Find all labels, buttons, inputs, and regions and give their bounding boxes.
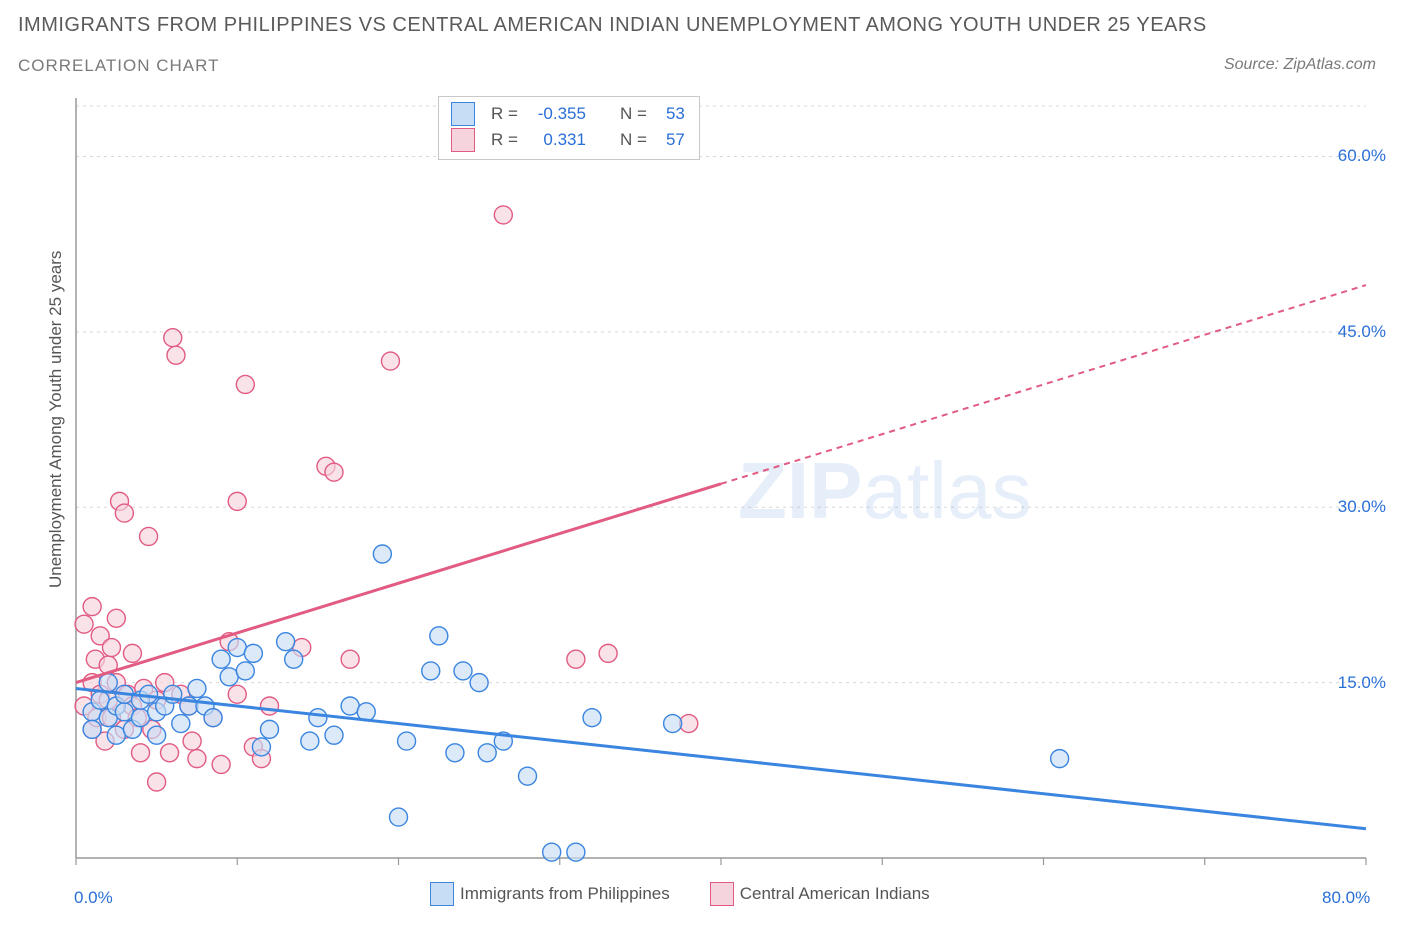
x-tick-label: 0.0% bbox=[74, 888, 113, 908]
series-swatch bbox=[430, 882, 454, 906]
r-label: R = bbox=[491, 104, 518, 124]
source-prefix: Source: bbox=[1224, 56, 1284, 73]
chart-area: Unemployment Among Youth under 25 years … bbox=[18, 88, 1388, 923]
n-value: 57 bbox=[657, 130, 685, 150]
chart-subtitle: CORRELATION CHART bbox=[18, 56, 220, 76]
n-label: N = bbox=[620, 130, 647, 150]
source-citation: Source: ZipAtlas.com bbox=[1224, 56, 1376, 74]
scatter-plot: ZIPatlas bbox=[18, 88, 1388, 923]
n-value: 53 bbox=[657, 104, 685, 124]
series-legend: Immigrants from Philippines Central Ameri… bbox=[430, 882, 930, 906]
chart-title: IMMIGRANTS FROM PHILIPPINES VS CENTRAL A… bbox=[18, 14, 1207, 37]
y-tick-label: 45.0% bbox=[1316, 322, 1386, 342]
n-label: N = bbox=[620, 104, 647, 124]
legend-label: Immigrants from Philippines bbox=[460, 884, 670, 903]
legend-label: Central American Indians bbox=[740, 884, 930, 903]
source-name: ZipAtlas.com bbox=[1284, 56, 1376, 73]
r-value: 0.331 bbox=[528, 130, 586, 150]
r-value: -0.355 bbox=[528, 104, 586, 124]
y-axis-label: Unemployment Among Youth under 25 years bbox=[46, 251, 66, 588]
y-tick-label: 15.0% bbox=[1316, 673, 1386, 693]
svg-text:ZIPatlas: ZIPatlas bbox=[738, 446, 1031, 535]
legend-item: Immigrants from Philippines bbox=[430, 882, 670, 906]
series-swatch bbox=[451, 102, 475, 126]
y-tick-label: 60.0% bbox=[1316, 146, 1386, 166]
series-swatch bbox=[710, 882, 734, 906]
series-swatch bbox=[451, 128, 475, 152]
stats-row: R = 0.331 N = 57 bbox=[451, 127, 685, 153]
r-label: R = bbox=[491, 130, 518, 150]
legend-item: Central American Indians bbox=[710, 882, 930, 906]
x-tick-label: 80.0% bbox=[1322, 888, 1370, 908]
stats-legend: R = -0.355 N = 53 R = 0.331 N = 57 bbox=[438, 96, 700, 160]
y-tick-label: 30.0% bbox=[1316, 497, 1386, 517]
stats-row: R = -0.355 N = 53 bbox=[451, 101, 685, 127]
